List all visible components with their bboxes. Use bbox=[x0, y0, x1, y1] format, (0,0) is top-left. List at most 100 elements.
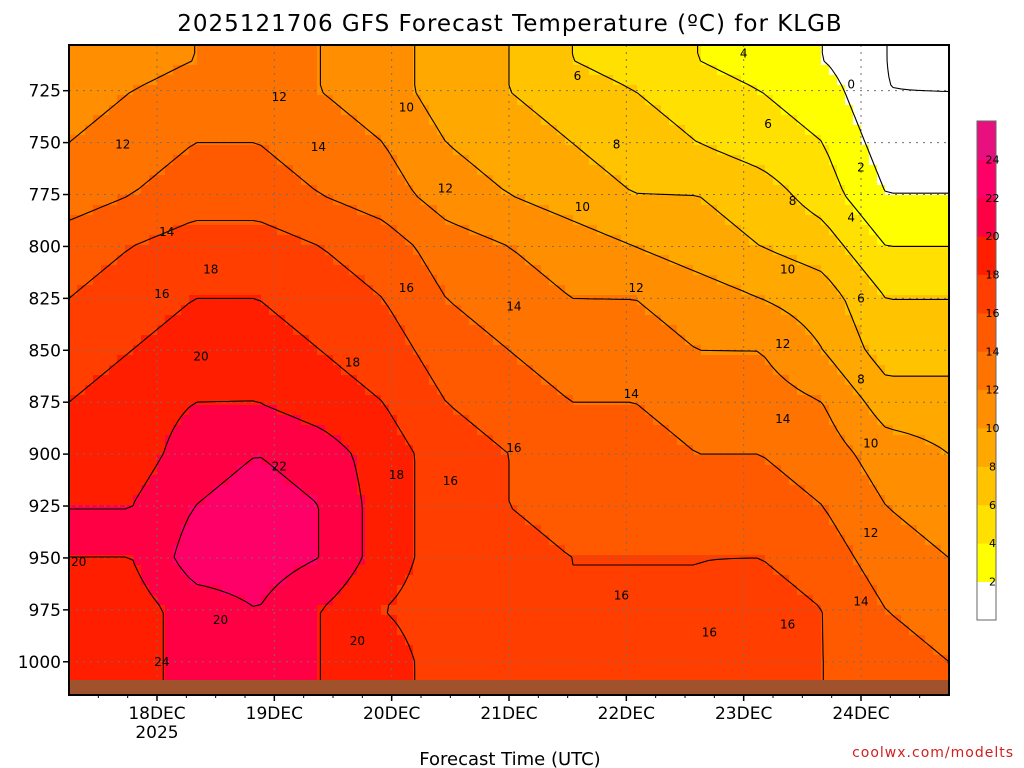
heatmap-cell bbox=[845, 275, 854, 286]
heatmap-cell bbox=[109, 65, 118, 76]
heatmap-cell bbox=[157, 295, 166, 306]
heatmap-cell bbox=[837, 75, 846, 86]
heatmap-cell bbox=[277, 55, 286, 66]
heatmap-cell bbox=[749, 205, 758, 216]
heatmap-cell bbox=[541, 425, 550, 436]
heatmap-cell bbox=[149, 45, 158, 56]
heatmap-cell bbox=[789, 55, 798, 66]
heatmap-cell bbox=[469, 285, 478, 296]
heatmap-cell bbox=[685, 335, 694, 346]
heatmap-cell bbox=[901, 275, 910, 286]
heatmap-cell bbox=[309, 215, 318, 226]
heatmap-cell bbox=[645, 415, 654, 426]
heatmap-cell bbox=[901, 165, 910, 176]
heatmap-cell bbox=[197, 65, 206, 76]
heatmap-cell bbox=[861, 235, 870, 246]
heatmap-cell bbox=[205, 435, 214, 446]
heatmap-cell bbox=[341, 85, 350, 96]
heatmap-cell bbox=[485, 325, 494, 336]
heatmap-cell bbox=[813, 465, 822, 476]
heatmap-cell bbox=[549, 315, 558, 326]
heatmap-cell bbox=[685, 95, 694, 106]
heatmap-cell bbox=[653, 445, 662, 456]
heatmap-cell bbox=[933, 185, 942, 196]
heatmap-cell bbox=[69, 65, 78, 76]
heatmap-cell bbox=[557, 405, 566, 416]
heatmap-cell bbox=[365, 475, 374, 486]
heatmap-cell bbox=[901, 345, 910, 356]
heatmap-cell bbox=[221, 305, 230, 316]
heatmap-cell bbox=[413, 195, 422, 206]
heatmap-cell bbox=[389, 415, 398, 426]
heatmap-cell bbox=[557, 485, 566, 496]
heatmap-cell bbox=[221, 205, 230, 216]
heatmap-cell bbox=[541, 275, 550, 286]
heatmap-cell bbox=[869, 415, 878, 426]
heatmap-cell bbox=[293, 275, 302, 286]
heatmap-cell bbox=[941, 395, 949, 406]
heatmap-cell bbox=[581, 45, 590, 56]
heatmap-cell bbox=[309, 175, 318, 186]
heatmap-cell bbox=[453, 485, 462, 496]
heatmap-cell bbox=[933, 235, 942, 246]
heatmap-cell bbox=[485, 205, 494, 216]
heatmap-cell bbox=[541, 245, 550, 256]
heatmap-cell bbox=[357, 155, 366, 166]
heatmap-cell bbox=[797, 415, 806, 426]
heatmap-cell bbox=[781, 115, 790, 126]
heatmap-cell bbox=[477, 195, 486, 206]
heatmap-cell bbox=[589, 225, 598, 236]
heatmap-cell bbox=[445, 145, 454, 156]
heatmap-cell bbox=[413, 455, 422, 466]
heatmap-cell bbox=[525, 295, 534, 306]
heatmap-cell bbox=[565, 115, 574, 126]
heatmap-cell bbox=[701, 155, 710, 166]
heatmap-cell bbox=[733, 175, 742, 186]
heatmap-cell bbox=[653, 125, 662, 136]
heatmap-cell bbox=[181, 445, 190, 456]
heatmap-cell bbox=[125, 375, 134, 386]
heatmap-cell bbox=[93, 375, 102, 386]
heatmap-cell bbox=[837, 255, 846, 266]
heatmap-cell bbox=[845, 185, 854, 196]
heatmap-cell bbox=[821, 305, 830, 316]
heatmap-cell bbox=[93, 255, 102, 266]
heatmap-cell bbox=[141, 445, 150, 456]
heatmap-cell bbox=[877, 245, 886, 256]
heatmap-cell bbox=[525, 265, 534, 276]
heatmap-cell bbox=[557, 65, 566, 76]
heatmap-cell bbox=[213, 265, 222, 276]
heatmap-cell bbox=[933, 385, 942, 396]
heatmap-cell bbox=[229, 275, 238, 286]
heatmap-cell bbox=[765, 155, 774, 166]
heatmap-cell bbox=[597, 225, 606, 236]
heatmap-cell bbox=[157, 225, 166, 236]
heatmap-cell bbox=[693, 165, 702, 176]
heatmap-cell bbox=[157, 195, 166, 206]
heatmap-cell bbox=[805, 235, 814, 246]
heatmap-cell bbox=[277, 245, 286, 256]
heatmap-cell bbox=[661, 145, 670, 156]
heatmap-cell bbox=[445, 85, 454, 96]
heatmap-cell bbox=[213, 365, 222, 376]
heatmap-cell bbox=[565, 195, 574, 206]
heatmap-cell bbox=[557, 275, 566, 286]
heatmap-cell bbox=[765, 255, 774, 266]
heatmap-cell bbox=[253, 115, 262, 126]
heatmap-cell bbox=[365, 455, 374, 466]
heatmap-cell bbox=[301, 355, 310, 366]
heatmap-cell bbox=[285, 165, 294, 176]
heatmap-cell bbox=[477, 45, 486, 56]
heatmap-cell bbox=[805, 75, 814, 86]
heatmap-cell bbox=[69, 395, 78, 406]
heatmap-cell bbox=[677, 475, 686, 486]
heatmap-cell bbox=[525, 65, 534, 76]
heatmap-cell bbox=[429, 435, 438, 446]
heatmap-cell bbox=[549, 75, 558, 86]
heatmap-cell bbox=[469, 455, 478, 466]
heatmap-cell bbox=[501, 255, 510, 266]
heatmap-cell bbox=[77, 45, 86, 56]
heatmap-cell bbox=[621, 425, 630, 436]
heatmap-cell bbox=[669, 365, 678, 376]
heatmap-cell bbox=[637, 115, 646, 126]
